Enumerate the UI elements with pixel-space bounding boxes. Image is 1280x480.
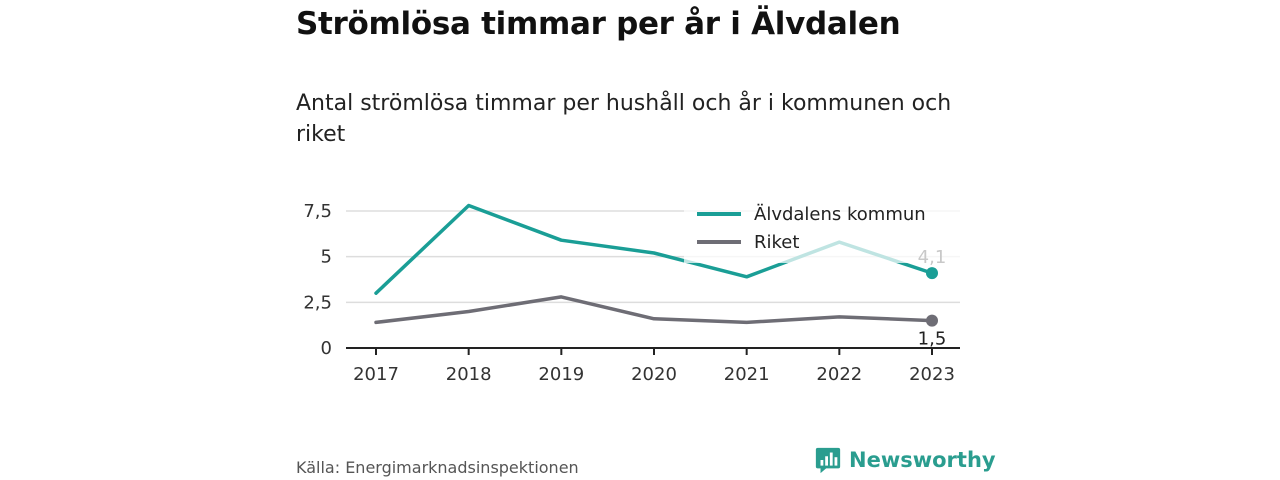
brand-logo: Newsworthy	[814, 446, 996, 474]
y-tick-label: 7,5	[303, 201, 332, 222]
legend-label: Älvdalens kommun	[754, 204, 926, 225]
y-tick-label: 2,5	[303, 292, 332, 313]
source-note: Källa: Energimarknadsinspektionen	[296, 458, 579, 477]
line-chart: 0 2,5 5 7,5 2017 2018 2019 2020 2021 2022 2023 Älv…	[303, 197, 960, 385]
series-line	[374, 295, 934, 325]
x-tick-label: 2017	[353, 364, 399, 385]
y-tick-label: 5	[321, 247, 332, 268]
end-labels: 4,1 1,5	[918, 247, 947, 349]
series-end-point	[926, 314, 938, 327]
legend-label: Riket	[754, 232, 799, 253]
x-tick-label: 2019	[538, 364, 584, 385]
x-tick-label: 2022	[816, 364, 862, 385]
x-tick-label: 2021	[724, 364, 770, 385]
x-tick-label: 2023	[909, 364, 955, 385]
legend-backdrop	[684, 197, 960, 263]
chart-title: Strömlösa timmar per år i Älvdalen	[296, 6, 901, 42]
y-tick-label: 0	[321, 338, 332, 359]
axis-layer: 0 2,5 5 7,5 2017 2018 2019 2020 2021 2022 2023	[303, 201, 960, 385]
end-label-riket: 1,5	[918, 329, 947, 350]
end-label-kommun: 4,1	[918, 247, 947, 268]
brand-name: Newsworthy	[849, 448, 996, 472]
bar-chart-icon	[815, 447, 841, 474]
legend: Älvdalens kommun Riket	[684, 197, 960, 263]
chart-subtitle: Antal strömlösa timmar per hushåll och å…	[296, 91, 952, 147]
series-end-point	[926, 267, 938, 280]
x-tick-label: 2020	[631, 364, 677, 385]
x-tick-label: 2018	[446, 364, 492, 385]
